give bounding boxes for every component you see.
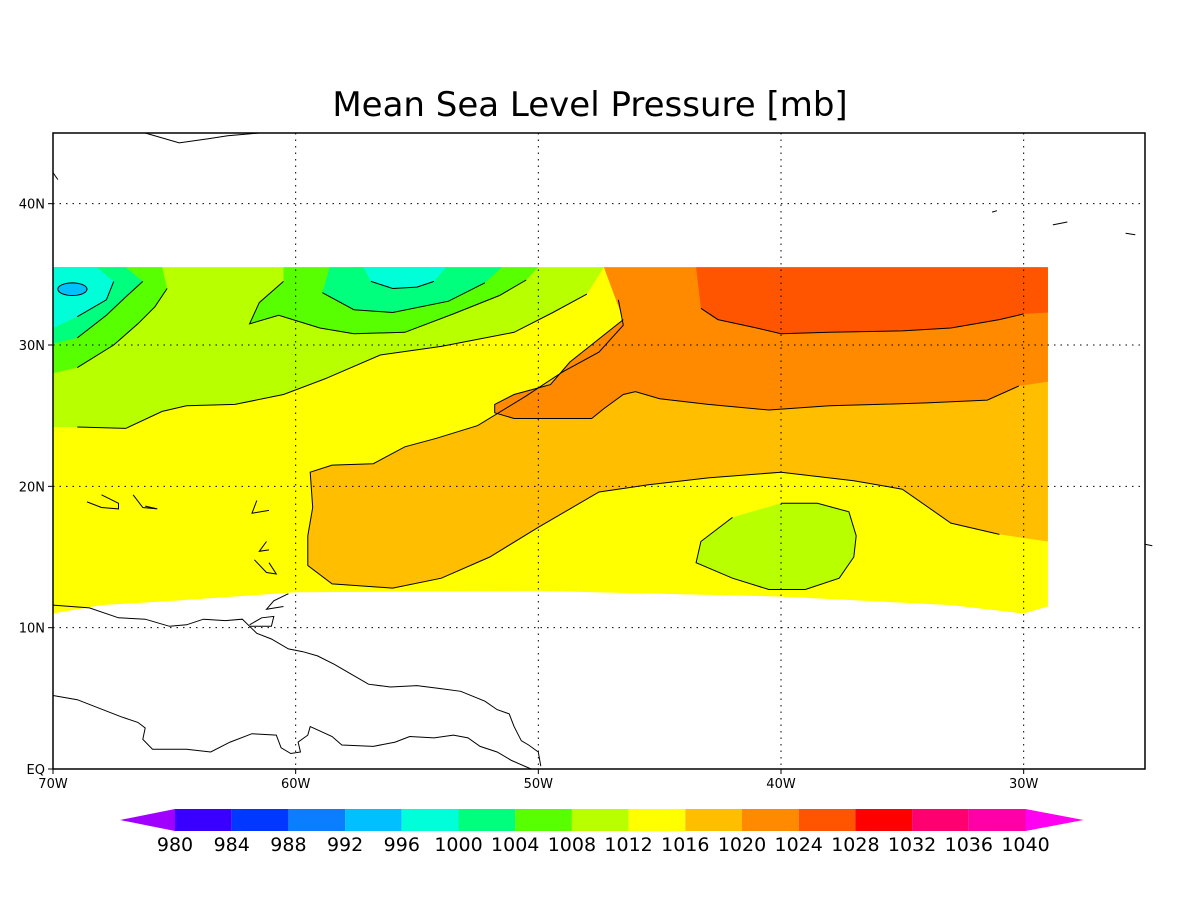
coastline <box>132 494 158 510</box>
pressure-region <box>696 503 857 590</box>
x-tick-label: 30W <box>1009 777 1039 792</box>
colorbar-bin <box>175 809 232 831</box>
colorbar-label: 1036 <box>945 834 993 856</box>
colorbar-bin <box>458 809 516 831</box>
colorbar-label: 980 <box>157 834 193 856</box>
coastline <box>52 695 532 770</box>
pressure-region <box>322 267 502 313</box>
colorbar-label: 1012 <box>604 834 652 856</box>
pressure-fields <box>53 267 1048 614</box>
plot-frame <box>52 132 1146 770</box>
contour-line <box>370 280 435 290</box>
y-tick-label: 10N <box>19 622 45 637</box>
colorbar-bin <box>401 809 459 831</box>
colorbar-bin <box>288 809 346 831</box>
y-tick-label: 40N <box>19 198 45 213</box>
colorbar-label: 984 <box>214 834 250 856</box>
colorbar-bin <box>345 809 402 831</box>
colorbar-bin <box>798 809 856 831</box>
colorbar-bin <box>628 809 686 831</box>
contour-line <box>77 293 588 429</box>
colorbar-label: 1040 <box>1001 834 1049 856</box>
y-axis-ticks: EQ 10N 20N 30N 40N <box>19 198 53 778</box>
coastline <box>249 615 275 627</box>
chart-title: Mean Sea Level Pressure [mb] <box>332 85 847 125</box>
contour-line <box>307 299 1000 589</box>
colorbar-label: 988 <box>270 834 306 856</box>
contour-line <box>77 281 115 318</box>
colorbar-label: 1024 <box>775 834 823 856</box>
contour-lines <box>76 279 1024 590</box>
colorbar-bin <box>571 809 629 831</box>
colorbar-bin <box>912 809 969 831</box>
colorbar-label: 992 <box>327 834 363 856</box>
coastline <box>1144 543 1153 547</box>
colorbar-extend-high <box>1025 809 1084 831</box>
coastline <box>258 541 270 552</box>
colorbar-label: 1000 <box>434 834 482 856</box>
colorbar-bin <box>685 809 742 831</box>
colorbar-label: 1004 <box>491 834 539 856</box>
coastline <box>1125 232 1136 236</box>
colorbar-bin <box>515 809 572 831</box>
x-tick-label: 40W <box>766 777 796 792</box>
x-tick-label: 60W <box>281 777 311 792</box>
coastline <box>265 593 289 611</box>
colorbar-bin <box>742 809 799 831</box>
colorbar-bin <box>968 809 1026 831</box>
coastline <box>1052 221 1068 226</box>
coastline <box>52 172 59 180</box>
x-axis-ticks: 70W 60W 50W 40W 30W <box>38 769 1039 792</box>
colorbar-extend-low <box>120 809 175 831</box>
colorbar-label: 1008 <box>548 834 596 856</box>
y-tick-label: 20N <box>19 480 45 495</box>
x-tick-label: 70W <box>38 777 68 792</box>
pressure-region <box>696 267 1048 334</box>
pressure-region <box>57 282 88 297</box>
contour-line <box>77 288 168 369</box>
contour-line <box>700 307 1024 335</box>
x-tick-label: 50W <box>524 777 554 792</box>
coastlines <box>52 132 1153 770</box>
pressure-region <box>363 267 447 289</box>
coastline <box>145 132 260 144</box>
colorbar-label: 1028 <box>831 834 879 856</box>
colorbar-label: 996 <box>384 834 420 856</box>
coastline <box>86 494 119 510</box>
colorbar-label: 1032 <box>888 834 936 856</box>
coastline <box>251 500 270 514</box>
coastline <box>52 604 542 767</box>
contour-line <box>494 319 1020 419</box>
contour-line <box>248 279 527 335</box>
y-tick-label: 30N <box>19 339 45 354</box>
y-tick-label: EQ <box>27 763 45 778</box>
colorbar: 980 984 988 992 996 1000 1004 1008 1012 1016 1020 1… <box>120 809 1084 856</box>
colorbar-bin <box>855 809 913 831</box>
coastline <box>254 559 278 575</box>
contour-line <box>695 502 857 590</box>
coastline <box>991 210 998 213</box>
contour-line <box>76 281 144 339</box>
colorbar-bin <box>231 809 289 831</box>
pressure-region <box>53 267 114 328</box>
grid-lines <box>53 133 1145 769</box>
colorbar-label: 1016 <box>661 834 709 856</box>
contour-line <box>322 282 486 314</box>
colorbar-label: 1020 <box>718 834 766 856</box>
